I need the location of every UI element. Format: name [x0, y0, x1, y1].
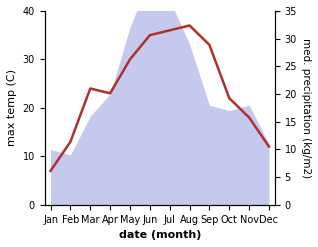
Y-axis label: med. precipitation (kg/m2): med. precipitation (kg/m2): [301, 38, 311, 178]
Y-axis label: max temp (C): max temp (C): [7, 69, 17, 146]
X-axis label: date (month): date (month): [119, 230, 201, 240]
